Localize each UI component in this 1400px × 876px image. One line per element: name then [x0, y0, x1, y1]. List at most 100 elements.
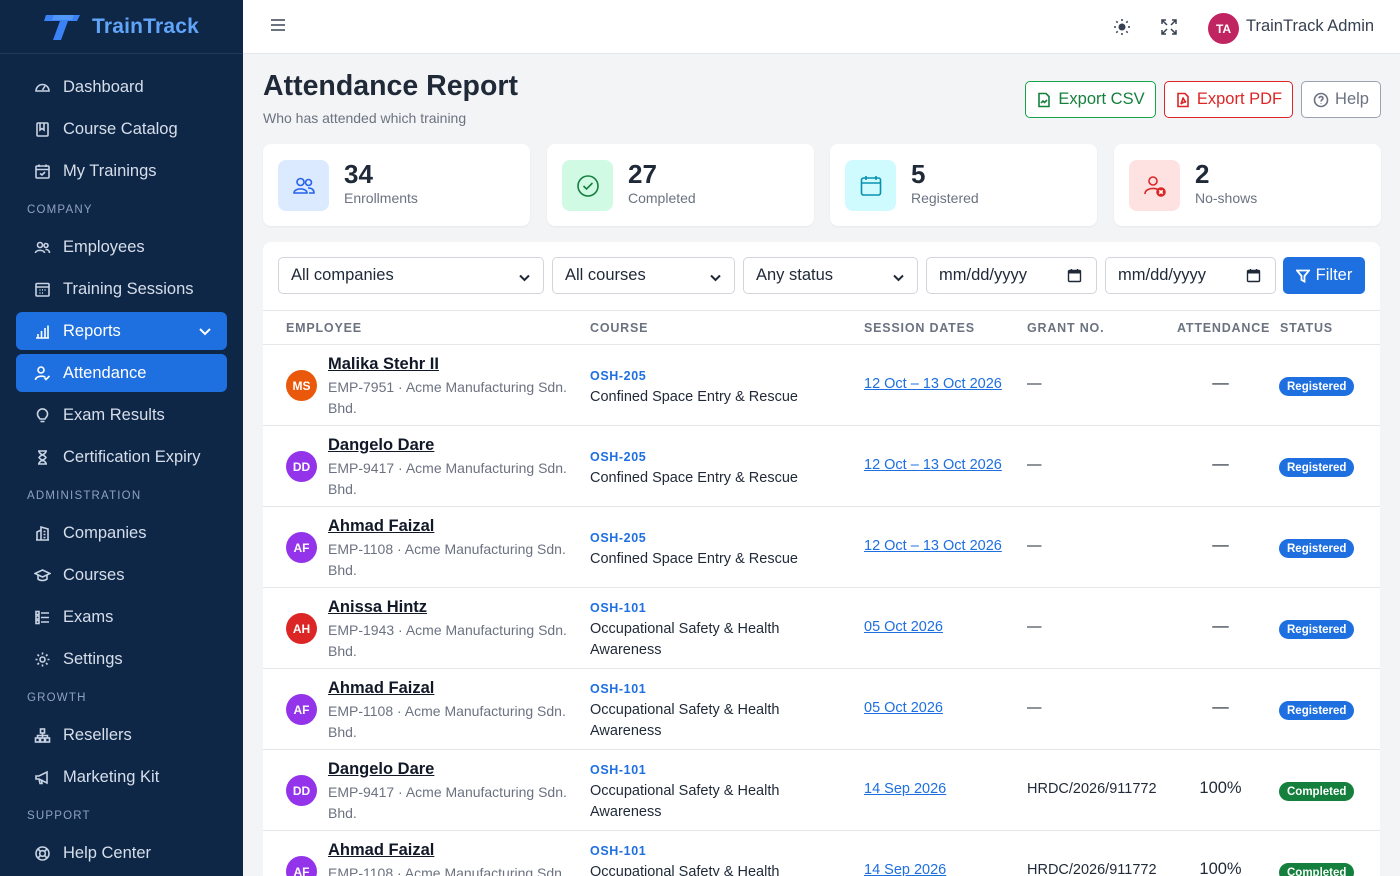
column-header-course[interactable]: COURSE	[590, 321, 649, 335]
page-title: Attendance Report	[263, 70, 518, 102]
calendar-icon[interactable]	[1246, 268, 1261, 283]
company-select[interactable]: All companies	[278, 257, 544, 294]
employee-name-link[interactable]: Ahmad Faizal	[328, 517, 435, 535]
fullscreen-icon[interactable]	[1160, 18, 1178, 36]
user-name[interactable]: TrainTrack Admin	[1246, 17, 1375, 35]
company-select-value: All companies	[291, 266, 394, 284]
dashboard-icon	[34, 79, 51, 96]
table-row[interactable]: DD Dangelo Dare EMP-9417 · Acme Manufactur…	[263, 750, 1380, 831]
sidebar-item-employees[interactable]: Employees	[16, 228, 227, 266]
course-select[interactable]: All courses	[552, 257, 735, 294]
date-from-input[interactable]: mm/dd/yyyy	[926, 257, 1097, 294]
sidebar-item-certification-expiry[interactable]: Certification Expiry	[16, 438, 227, 476]
grant-number: HRDC/2026/911772	[1027, 781, 1157, 797]
sidebar-item-training-sessions[interactable]: Training Sessions	[16, 270, 227, 308]
employee-name-link[interactable]: Ahmad Faizal	[328, 841, 435, 859]
sidebar-item-my-trainings[interactable]: My Trainings	[16, 152, 227, 190]
hourglass-icon	[34, 449, 51, 466]
user-check-icon	[34, 365, 51, 382]
sidebar-item-attendance[interactable]: Attendance	[16, 354, 227, 392]
table-row[interactable]: DD Dangelo Dare EMP-9417 · Acme Manufactur…	[263, 426, 1380, 507]
brand[interactable]: TrainTrack	[0, 0, 243, 54]
menu-icon[interactable]	[271, 19, 285, 33]
sun-icon[interactable]	[1113, 18, 1131, 36]
column-header-attendance[interactable]: ATTENDANCE	[1177, 321, 1271, 335]
session-dates-link[interactable]: 14 Sep 2026	[864, 781, 947, 797]
stat-card-registered: 5 Registered	[830, 144, 1097, 226]
sidebar-item-label: Employees	[63, 237, 145, 256]
column-header-grant-no[interactable]: GRANT NO.	[1027, 321, 1105, 335]
course-name: Confined Space Entry & Rescue	[590, 470, 798, 486]
sidebar-item-courses[interactable]: Courses	[16, 556, 227, 594]
sidebar-item-settings[interactable]: Settings	[16, 640, 227, 678]
employee-name-link[interactable]: Ahmad Faizal	[328, 679, 435, 697]
attendance-value: —	[1212, 536, 1229, 554]
status-select-value: Any status	[756, 266, 834, 284]
session-dates-link[interactable]: 12 Oct – 13 Oct 2026	[864, 538, 1002, 554]
sidebar-item-exams[interactable]: Exams	[16, 598, 227, 636]
sidebar-item-dashboard[interactable]: Dashboard	[16, 68, 227, 106]
sidebar-item-label: Settings	[63, 649, 123, 668]
sidebar: TrainTrack Dashboard Course Catalog My T…	[0, 0, 243, 876]
sidebar-item-exam-results[interactable]: Exam Results	[16, 396, 227, 434]
employee-name-link[interactable]: Dangelo Dare	[328, 436, 435, 454]
session-dates-link[interactable]: 12 Oct – 13 Oct 2026	[864, 376, 1002, 392]
course-code: OSH-101	[590, 601, 647, 615]
attendance-value: —	[1212, 617, 1229, 635]
course-code: OSH-101	[590, 763, 647, 777]
sidebar-item-label: My Trainings	[63, 161, 157, 180]
table-row[interactable]: AF Ahmad Faizal EMP-1108 · Acme Manufactur…	[263, 669, 1380, 750]
session-dates-link[interactable]: 05 Oct 2026	[864, 700, 943, 716]
building-icon	[34, 525, 51, 542]
table-row[interactable]: AF Ahmad Faizal EMP-1108 · Acme Manufactur…	[263, 507, 1380, 588]
file-csv-icon	[1038, 92, 1051, 107]
course-name: Occupational Safety & Health Awareness	[590, 783, 780, 820]
chevron-down-icon	[709, 270, 722, 283]
attendance-value: 100%	[1199, 779, 1242, 797]
employee-name-link[interactable]: Dangelo Dare	[328, 760, 435, 778]
stat-label: Enrollments	[344, 190, 418, 206]
status-badge: Registered	[1279, 620, 1355, 639]
session-dates-link[interactable]: 05 Oct 2026	[864, 619, 943, 635]
column-header-session-dates[interactable]: SESSION DATES	[864, 321, 975, 335]
sidebar-section-administration: ADMINISTRATION	[27, 490, 142, 502]
sidebar-item-resellers[interactable]: Resellers	[16, 716, 227, 754]
session-dates-link[interactable]: 14 Sep 2026	[864, 862, 947, 876]
stat-label: No-shows	[1195, 190, 1258, 206]
course-name: Confined Space Entry & Rescue	[590, 389, 798, 405]
employee-meta: EMP-1108 · Acme Manufacturing Sdn. Bhd.	[328, 541, 566, 578]
calendar-icon[interactable]	[1067, 268, 1082, 283]
table-row[interactable]: AF Ahmad Faizal EMP-1108 · Acme Manufactur…	[263, 831, 1380, 876]
sidebar-item-help-center[interactable]: Help Center	[16, 834, 227, 872]
sidebar-item-label: Exams	[63, 607, 114, 626]
table-row[interactable]: AH Anissa Hintz EMP-1943 · Acme Manufactur…	[263, 588, 1380, 669]
sidebar-item-course-catalog[interactable]: Course Catalog	[16, 110, 227, 148]
user-avatar[interactable]: TA	[1208, 13, 1239, 44]
date-from-value: mm/dd/yyyy	[939, 266, 1028, 284]
sidebar-item-marketing-kit[interactable]: Marketing Kit	[16, 758, 227, 796]
export-pdf-button[interactable]: Export PDF	[1164, 81, 1293, 118]
sidebar-item-reports[interactable]: Reports	[16, 312, 227, 350]
session-dates-link[interactable]: 12 Oct – 13 Oct 2026	[864, 457, 1002, 473]
course-code: OSH-205	[590, 450, 647, 464]
date-to-input[interactable]: mm/dd/yyyy	[1105, 257, 1276, 294]
export-csv-button[interactable]: Export CSV	[1025, 81, 1156, 118]
status-select[interactable]: Any status	[743, 257, 918, 294]
stat-card-no-shows: 2 No-shows	[1114, 144, 1381, 226]
bar-chart-icon	[34, 323, 51, 340]
filter-button[interactable]: Filter	[1283, 257, 1365, 294]
filter-button-label: Filter	[1315, 266, 1353, 284]
sidebar-item-label: Resellers	[63, 725, 132, 744]
column-header-employee[interactable]: EMPLOYEE	[286, 321, 362, 335]
help-button[interactable]: Help	[1301, 81, 1381, 118]
sidebar-item-companies[interactable]: Companies	[16, 514, 227, 552]
employee-name-link[interactable]: Anissa Hintz	[328, 598, 428, 616]
stat-label: Completed	[628, 190, 696, 206]
employee-meta: EMP-9417 · Acme Manufacturing Sdn. Bhd.	[328, 784, 567, 821]
employee-name-link[interactable]: Malika Stehr II	[328, 355, 439, 373]
table-row[interactable]: MS Malika Stehr II EMP-7951 · Acme Manufac…	[263, 345, 1380, 426]
topbar: TA TrainTrack Admin	[243, 0, 1400, 54]
attendance-panel: All companies All courses Any status mm/…	[263, 242, 1380, 876]
column-header-status[interactable]: STATUS	[1280, 321, 1333, 335]
file-pdf-icon	[1177, 92, 1189, 107]
